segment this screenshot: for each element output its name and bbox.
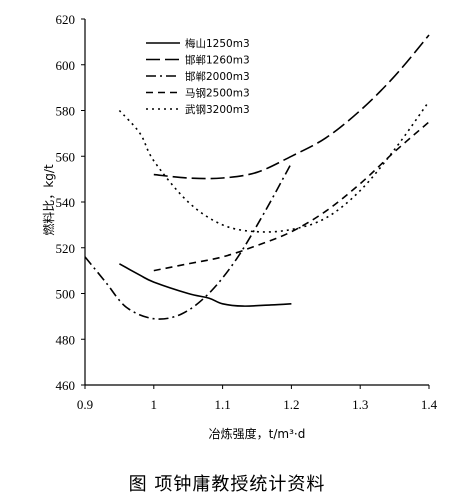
legend: 梅山1250m3 邯郸1260m3 邯郸2000m3 马钢2500m3 武钢3200m3 xyxy=(146,37,250,116)
y-tick-label: 540 xyxy=(56,195,76,210)
legend-label-3: 邯郸2000m3 xyxy=(185,70,250,83)
y-tick-label: 580 xyxy=(56,104,76,119)
series-group xyxy=(84,34,430,320)
legend-label-2: 邯郸1260m3 xyxy=(185,54,250,67)
legend-label-1: 梅山1250m3 xyxy=(185,37,250,50)
y-axis-title: 燃料比，kg/t xyxy=(41,164,56,236)
x-tick-label: 1.4 xyxy=(421,397,438,412)
series-line-1 xyxy=(119,263,292,307)
x-tick-label: 1.2 xyxy=(283,397,299,412)
y-tick-label: 500 xyxy=(56,287,76,302)
x-tick-label: 0.9 xyxy=(77,397,93,412)
legend-label-4: 马钢2500m3 xyxy=(185,87,250,100)
x-ticks: 0.9 1 1.1 1.2 1.3 1.4 xyxy=(77,385,438,412)
series-line-5 xyxy=(118,100,430,233)
x-tick-label: 1.3 xyxy=(352,397,368,412)
y-tick-label: 620 xyxy=(56,12,76,27)
y-tick-label: 560 xyxy=(56,149,76,164)
y-ticks: 460 480 500 520 540 560 580 600 620 xyxy=(56,12,85,393)
figure-caption: 图 项钟庸教授统计资料 xyxy=(128,474,326,495)
y-tick-label: 460 xyxy=(56,378,76,393)
axes-group xyxy=(84,19,429,386)
series-line-4 xyxy=(153,121,430,272)
x-tick-label: 1.1 xyxy=(214,397,230,412)
y-tick-label: 520 xyxy=(56,241,76,256)
series-line-3 xyxy=(84,162,293,320)
series-line-2 xyxy=(153,34,430,180)
y-tick-label: 480 xyxy=(56,332,76,347)
x-tick-label: 1 xyxy=(151,397,158,412)
legend-label-5: 武钢3200m3 xyxy=(185,103,250,116)
x-axis-title: 冶炼强度，t/m³·d xyxy=(209,426,306,441)
y-tick-label: 600 xyxy=(56,58,76,73)
